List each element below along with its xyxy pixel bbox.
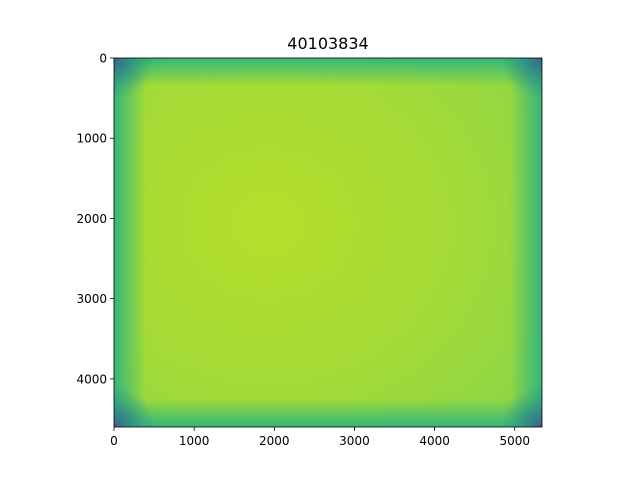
y-tick-label: 4000 (76, 372, 107, 386)
x-tick-label: 4000 (419, 434, 450, 448)
heatmap-base (114, 58, 542, 427)
x-axis: 0 1000 2000 3000 4000 5000 (110, 427, 530, 448)
heatmap-edge-top (114, 58, 542, 86)
plot-frame (113, 57, 543, 428)
y-tick-label: 0 (99, 52, 107, 66)
heatmap-edge-right (510, 58, 542, 427)
y-tick-label: 2000 (76, 212, 107, 226)
x-tick-label: 1000 (179, 434, 210, 448)
heatmap-corner-top-left (114, 58, 156, 100)
heatmap-corner-top-right (500, 58, 542, 100)
y-tick-label: 1000 (76, 132, 107, 146)
heatmap-image (114, 58, 542, 427)
heatmap-corner-bottom-right (500, 385, 542, 427)
x-tick-label: 2000 (259, 434, 290, 448)
heatmap-edge-left (114, 58, 146, 427)
x-tick-label: 5000 (499, 434, 530, 448)
chart-title: 40103834 (287, 34, 368, 53)
heatmap-edge-bottom (114, 399, 542, 427)
heatmap-corner-bottom-left (114, 385, 156, 427)
x-tick-label: 0 (110, 434, 118, 448)
y-axis: 0 1000 2000 3000 4000 (76, 52, 114, 386)
x-tick-label: 3000 (339, 434, 370, 448)
y-tick-label: 3000 (76, 292, 107, 306)
